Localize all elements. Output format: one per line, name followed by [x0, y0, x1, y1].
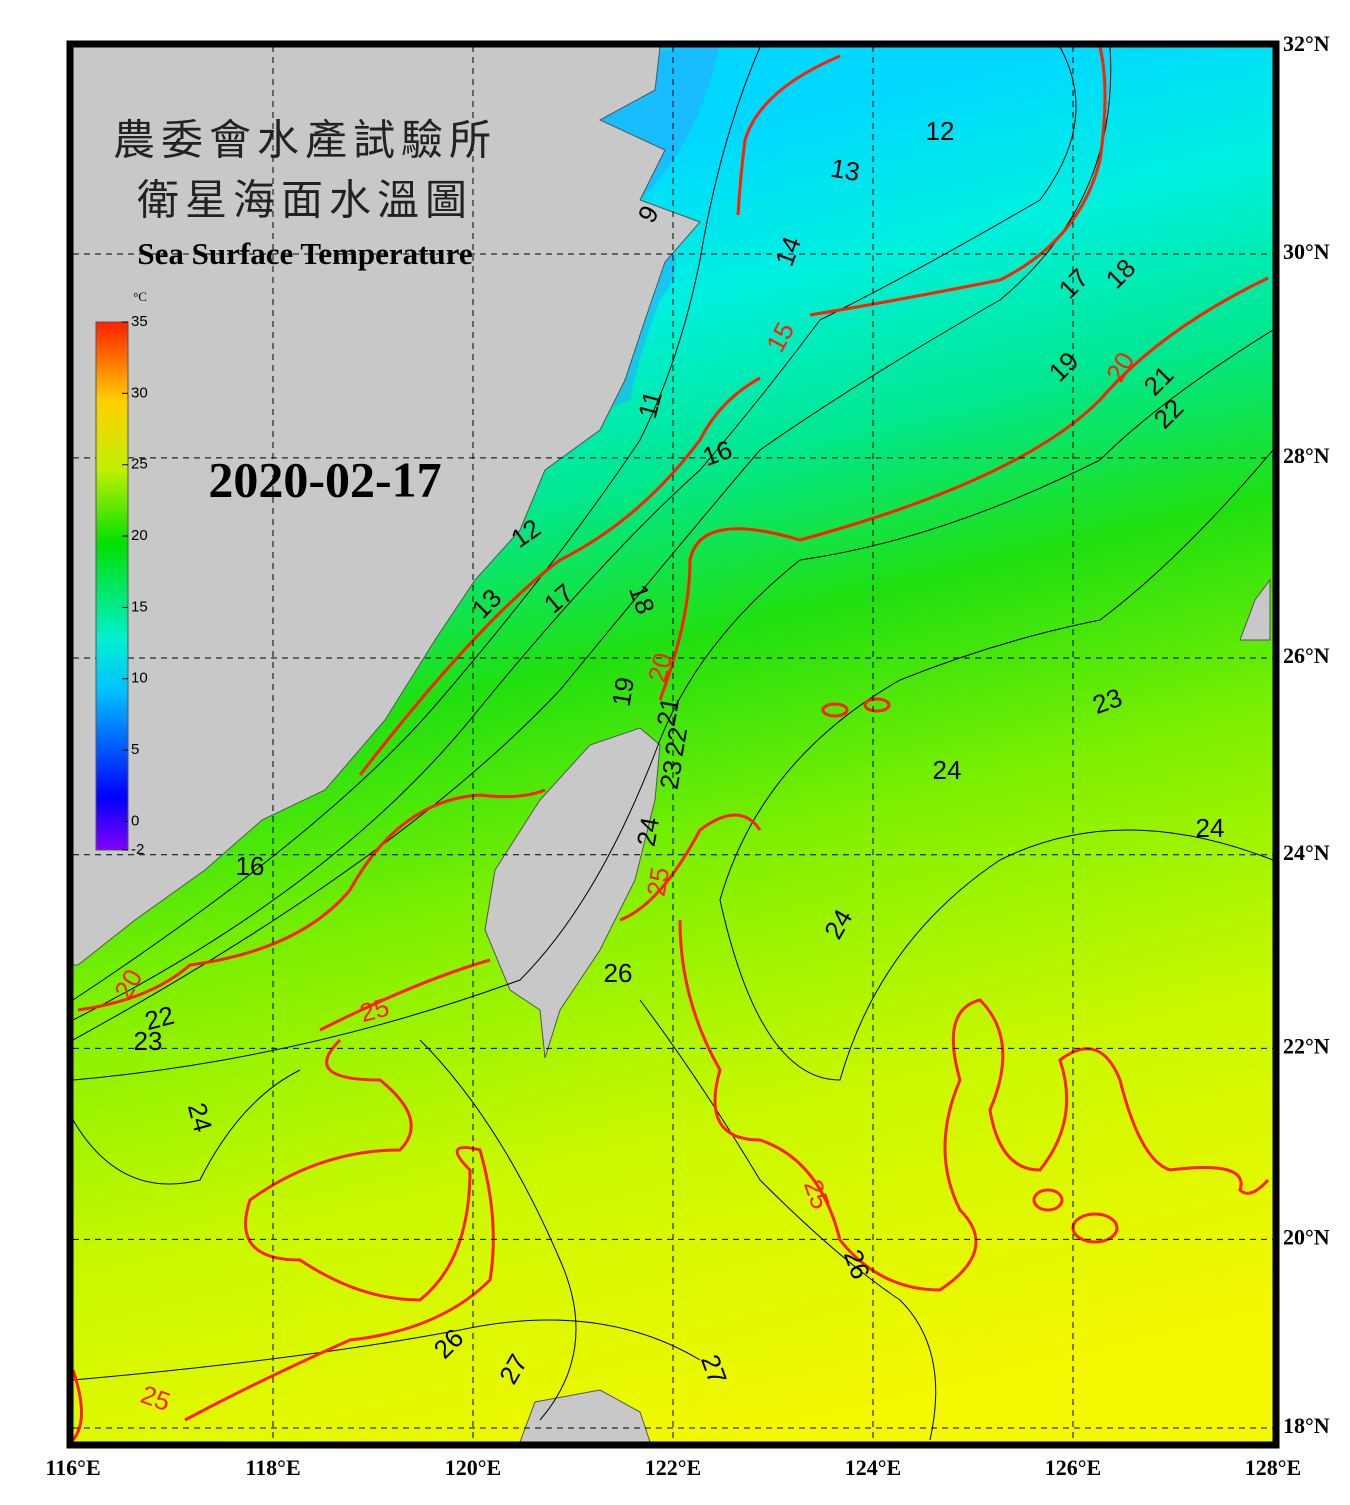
- isotherm-label: 23: [654, 758, 689, 792]
- lon-tick-label: 120°E: [445, 1455, 501, 1480]
- isotherm-label-major: 25: [641, 865, 676, 899]
- isotherm-label: 24: [933, 755, 962, 785]
- subtitle-zh: 衛星海面水溫圖: [137, 179, 473, 225]
- lat-tick-label: 24°N: [1283, 840, 1330, 865]
- lat-tick-label: 32°N: [1283, 31, 1330, 56]
- colorbar-unit: °C: [133, 289, 147, 304]
- isotherms-minor: [72, 46, 1274, 1441]
- isotherm-label: 19: [606, 675, 641, 709]
- isotherm-label: 22: [659, 725, 694, 759]
- lon-tick-label: 116°E: [45, 1455, 100, 1480]
- colorbar-tick-label: -2: [131, 841, 144, 858]
- colorbar-ticks: -2 0 5 10 15 20 25 30 35: [122, 313, 148, 858]
- colorbar-tick-label: 10: [131, 670, 148, 687]
- colorbar-tick-label: 30: [131, 384, 148, 401]
- lat-tick-label: 22°N: [1283, 1033, 1330, 1058]
- lon-tick-label: 118°E: [245, 1455, 300, 1480]
- lon-tick-label: 128°E: [1245, 1455, 1301, 1480]
- colorbar-tick-label: 35: [131, 313, 148, 330]
- land-islands: [1239, 578, 1271, 641]
- title-zh: 農委會水產試驗所: [113, 118, 497, 165]
- lat-tick-label: 18°N: [1283, 1413, 1330, 1438]
- isotherm-label: 26: [604, 958, 633, 988]
- lat-tick-label: 28°N: [1283, 443, 1330, 468]
- colorbar-tick-label: 0: [131, 812, 139, 829]
- colorbar-tick-label: 5: [131, 741, 139, 758]
- land-china: [72, 46, 701, 966]
- isotherm-label: 24: [631, 815, 666, 849]
- land-taiwan: [484, 727, 661, 1059]
- title-en: Sea Surface Temperature: [137, 236, 472, 271]
- colorbar-tick-label: 15: [131, 598, 148, 615]
- colorbar-tick-label: 25: [131, 456, 148, 473]
- lon-tick-label: 124°E: [845, 1455, 901, 1480]
- isotherm-label: 12: [926, 116, 955, 146]
- lon-tick-label: 126°E: [1045, 1455, 1101, 1480]
- isotherms-major: [71, 46, 1270, 1441]
- lat-tick-label: 26°N: [1283, 643, 1330, 668]
- isotherm-label: 23: [134, 1026, 163, 1056]
- lon-tick-label: 122°E: [645, 1455, 701, 1480]
- date: 2020-02-17: [208, 451, 441, 507]
- colorbar-tick-label: 20: [131, 527, 148, 544]
- lat-tick-label: 30°N: [1283, 239, 1330, 264]
- map-frame: [66, 40, 1280, 1449]
- isotherm-label: 24: [1196, 813, 1225, 843]
- colorbar: [95, 321, 129, 851]
- isotherm-label: 13: [829, 153, 863, 188]
- lat-tick-label: 20°N: [1283, 1224, 1330, 1249]
- isotherm-label: 21: [651, 695, 686, 729]
- isotherm-label: 16: [236, 851, 265, 881]
